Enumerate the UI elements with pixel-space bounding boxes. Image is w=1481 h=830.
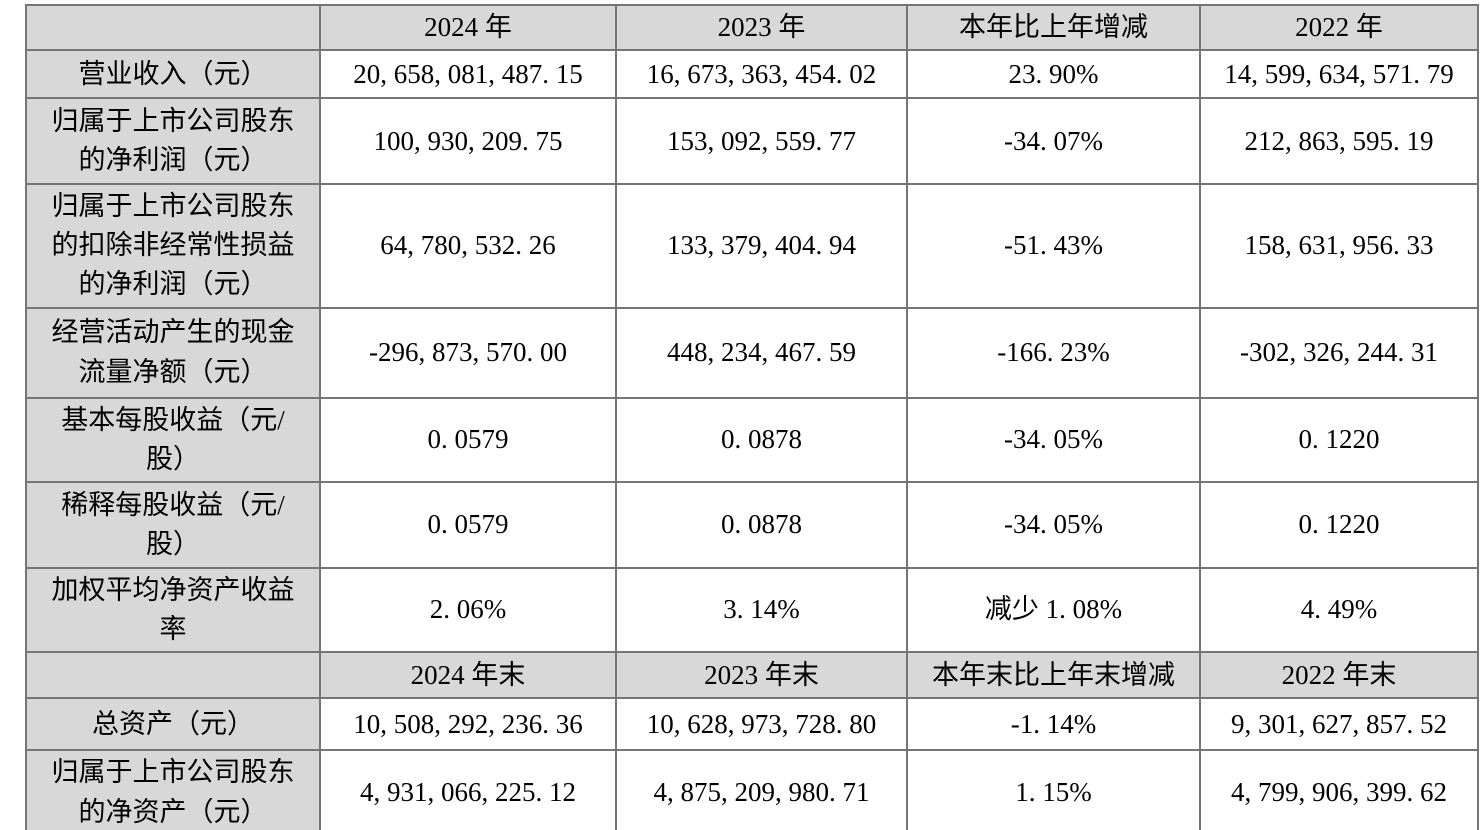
table-row: 归属于上市公司股东的净利润（元） 100, 930, 209. 75 153, … [25, 97, 1479, 186]
table-row: 归属于上市公司股东的净资产（元） 4, 931, 066, 225. 12 4,… [25, 749, 1479, 830]
table-row: 加权平均净资产收益率 2. 06% 3. 14% 减少 1. 08% 4. 49… [25, 566, 1479, 654]
value-cell: 14, 599, 634, 571. 79 [1199, 49, 1479, 100]
value-cell: 9, 301, 627, 857. 52 [1199, 697, 1479, 752]
value-cell: 153, 092, 559. 77 [615, 97, 908, 186]
column-header: 2022 年末 [1199, 651, 1479, 700]
column-header: 2023 年 [615, 3, 908, 52]
value-cell: 10, 628, 973, 728. 80 [615, 697, 908, 752]
value-cell: -1. 14% [906, 697, 1201, 752]
table-row: 归属于上市公司股东的扣除非经常性损益的净利润（元） 64, 780, 532. … [25, 183, 1479, 309]
value-cell: 133, 379, 404. 94 [615, 183, 908, 309]
value-cell: -296, 873, 570. 00 [319, 306, 617, 399]
value-cell: 10, 508, 292, 236. 36 [319, 697, 617, 752]
column-header: 2024 年末 [319, 651, 617, 700]
value-cell: 0. 0878 [615, 396, 908, 483]
value-cell: -302, 326, 244. 31 [1199, 306, 1479, 399]
value-cell: -34. 05% [906, 480, 1201, 569]
value-cell: 1. 15% [906, 749, 1201, 830]
value-cell: 4, 875, 209, 980. 71 [615, 749, 908, 830]
value-cell: 3. 14% [615, 566, 908, 654]
column-header [25, 3, 321, 52]
value-cell: 448, 234, 467. 59 [615, 306, 908, 399]
column-header: 2023 年末 [615, 651, 908, 700]
value-cell: 0. 0878 [615, 480, 908, 569]
column-header: 本年末比上年末增减 [906, 651, 1201, 700]
value-cell: 0. 0579 [319, 480, 617, 569]
row-label: 加权平均净资产收益率 [25, 566, 321, 654]
value-cell: 23. 90% [906, 49, 1201, 100]
value-cell: -34. 05% [906, 396, 1201, 483]
value-cell: 0. 0579 [319, 396, 617, 483]
value-cell: 64, 780, 532. 26 [319, 183, 617, 309]
row-label: 总资产（元） [25, 697, 321, 752]
value-cell: -51. 43% [906, 183, 1201, 309]
column-header [25, 651, 321, 700]
row-label: 归属于上市公司股东的净资产（元） [25, 749, 321, 830]
table-row: 经营活动产生的现金流量净额（元） -296, 873, 570. 00 448,… [25, 306, 1479, 399]
value-cell: 0. 1220 [1199, 396, 1479, 483]
value-cell: 2. 06% [319, 566, 617, 654]
value-cell: 16, 673, 363, 454. 02 [615, 49, 908, 100]
column-header: 2024 年 [319, 3, 617, 52]
value-cell: 100, 930, 209. 75 [319, 97, 617, 186]
value-cell: 158, 631, 956. 33 [1199, 183, 1479, 309]
table-row: 总资产（元） 10, 508, 292, 236. 36 10, 628, 97… [25, 697, 1479, 752]
value-cell: 4, 931, 066, 225. 12 [319, 749, 617, 830]
value-cell: 212, 863, 595. 19 [1199, 97, 1479, 186]
value-cell: 4, 799, 906, 399. 62 [1199, 749, 1479, 830]
table-header-row: 2024 年 2023 年 本年比上年增减 2022 年 [25, 3, 1479, 52]
value-cell: 4. 49% [1199, 566, 1479, 654]
value-cell: 减少 1. 08% [906, 566, 1201, 654]
table-row: 营业收入（元） 20, 658, 081, 487. 15 16, 673, 3… [25, 49, 1479, 100]
value-cell: -34. 07% [906, 97, 1201, 186]
value-cell: 20, 658, 081, 487. 15 [319, 49, 617, 100]
table-row: 基本每股收益（元/股） 0. 0579 0. 0878 -34. 05% 0. … [25, 396, 1479, 483]
value-cell: 0. 1220 [1199, 480, 1479, 569]
row-label: 基本每股收益（元/股） [25, 396, 321, 483]
table-header-row: 2024 年末 2023 年末 本年末比上年末增减 2022 年末 [25, 651, 1479, 700]
value-cell: -166. 23% [906, 306, 1201, 399]
row-label: 经营活动产生的现金流量净额（元） [25, 306, 321, 399]
row-label: 归属于上市公司股东的扣除非经常性损益的净利润（元） [25, 183, 321, 309]
row-label: 稀释每股收益（元/股） [25, 480, 321, 569]
financial-summary-table: 2024 年 2023 年 本年比上年增减 2022 年 营业收入（元） 20,… [25, 3, 1479, 830]
row-label: 归属于上市公司股东的净利润（元） [25, 97, 321, 186]
column-header: 2022 年 [1199, 3, 1479, 52]
row-label: 营业收入（元） [25, 49, 321, 100]
table-row: 稀释每股收益（元/股） 0. 0579 0. 0878 -34. 05% 0. … [25, 480, 1479, 569]
column-header: 本年比上年增减 [906, 3, 1201, 52]
